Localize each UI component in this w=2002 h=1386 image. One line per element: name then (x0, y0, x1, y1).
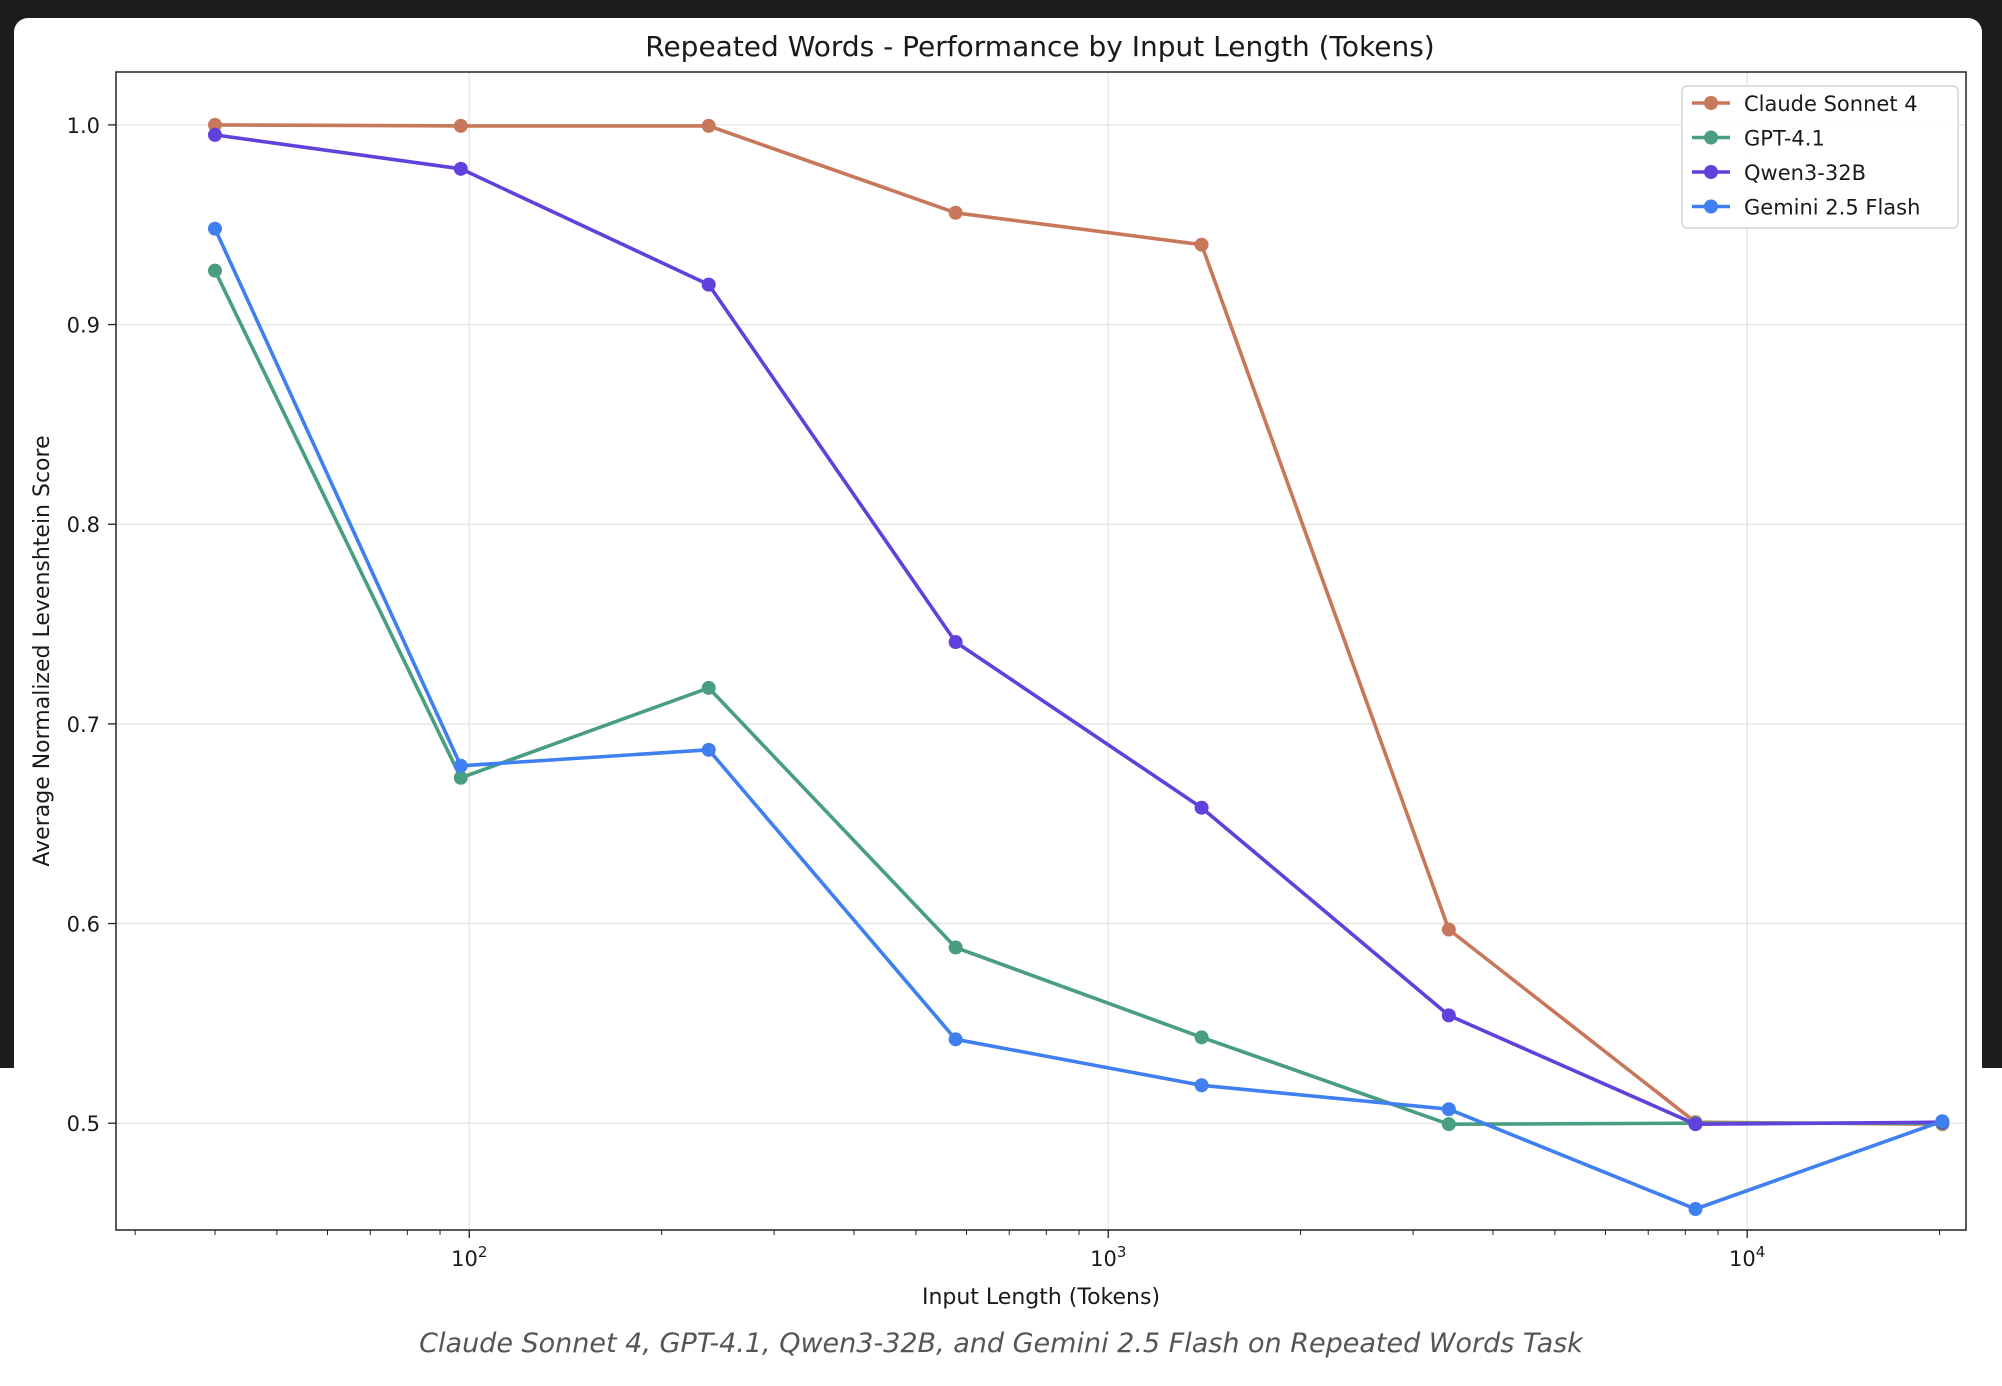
data-point (1441, 1102, 1456, 1117)
data-point (453, 161, 468, 176)
data-point (1194, 800, 1209, 815)
legend-marker (1704, 130, 1718, 145)
data-point (1935, 1114, 1950, 1129)
x-tick-label: 104 (1729, 1243, 1765, 1271)
data-point (207, 221, 222, 236)
data-point (1441, 922, 1456, 937)
y-tick-label: 0.7 (67, 713, 100, 737)
data-point (453, 118, 468, 133)
y-axis-label: Average Normalized Levenshtein Score (30, 435, 55, 866)
x-axis-label: Input Length (Tokens) (922, 1285, 1160, 1310)
legend-marker (1704, 96, 1718, 110)
figure-caption: Claude Sonnet 4, GPT-4.1, Qwen3-32B, and… (419, 1328, 1583, 1359)
data-point (207, 117, 222, 132)
series-line (213, 269, 1943, 1126)
data-point (701, 680, 716, 695)
y-tick-label: 0.6 (67, 913, 100, 937)
data-point (1441, 1008, 1456, 1023)
data-point (948, 1032, 963, 1047)
series-line (214, 123, 1943, 1126)
legend-marker (1704, 199, 1718, 214)
series-layer (207, 117, 1950, 1217)
data-point (701, 742, 716, 757)
data-point (453, 770, 468, 785)
legend-box (1681, 85, 1959, 229)
data-point (1688, 1117, 1703, 1132)
data-point (1194, 1030, 1209, 1045)
legend: Claude Sonnet 4 GPT-4.1 Qwen3-32B Gemini 2.… (1681, 85, 1959, 229)
chart-title: Repeated Words - Performance by Input Le… (645, 30, 1434, 63)
data-point (1194, 1078, 1209, 1093)
data-point (207, 127, 222, 142)
series-line (214, 133, 1943, 1126)
chart-card (14, 18, 1982, 1370)
y-tick-label: 0.9 (67, 314, 100, 338)
series-line (213, 227, 1943, 1211)
legend-label: Gemini 2.5 Flash (1744, 196, 1920, 220)
data-point (948, 205, 963, 220)
data-point (207, 263, 222, 278)
y-tick-label: 0.5 (67, 1112, 100, 1136)
y-tick-label: 1.0 (67, 114, 100, 138)
x-tick-label: 102 (451, 1243, 487, 1271)
y-tick-label: 0.8 (67, 513, 100, 537)
legend-label: GPT-4.1 (1744, 127, 1825, 151)
x-tick-label: 103 (1090, 1243, 1126, 1271)
data-point (701, 118, 716, 133)
data-point (1441, 1117, 1456, 1132)
data-point (1194, 237, 1209, 252)
legend-marker (1704, 165, 1718, 179)
data-point (701, 277, 716, 292)
axes: 0.5 0.6 0.7 0.8 0.9 1.0 102 103 104 (67, 71, 1967, 1271)
data-point (1688, 1202, 1703, 1217)
plot-frame (115, 71, 1967, 1231)
legend-label: Qwen3-32B (1744, 161, 1866, 185)
data-point (948, 635, 963, 650)
data-point (453, 758, 468, 773)
legend-label: Claude Sonnet 4 (1744, 92, 1918, 116)
data-point (948, 940, 963, 955)
